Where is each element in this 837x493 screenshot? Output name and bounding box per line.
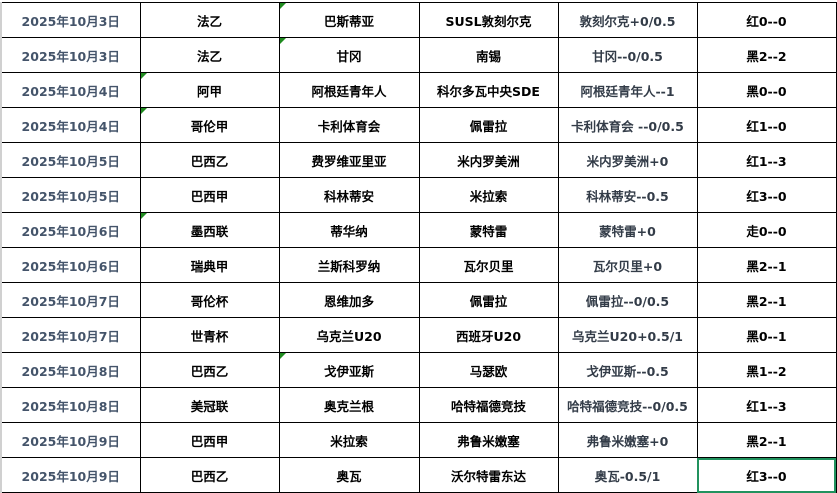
date-cell[interactable]: 2025年10月7日 [0, 317, 141, 353]
home-team-cell[interactable]: 卡利体育会 [278, 107, 420, 143]
handicap-cell[interactable]: 乌克兰U20+0.5/1 [557, 317, 698, 353]
league-cell[interactable]: 世青杯 [139, 317, 280, 353]
home-team-cell[interactable]: 费罗维亚里亚 [278, 142, 420, 178]
result-cell[interactable]: 黑2--1 [696, 282, 837, 318]
date-cell[interactable]: 2025年10月6日 [0, 247, 141, 283]
handicap-cell[interactable]: 佩雷拉--0/0.5 [557, 282, 698, 318]
table-row: 2025年10月3日 法乙 甘冈 南锡 甘冈--0/0.5 黑2--2 [0, 37, 837, 73]
league-cell[interactable]: 瑞典甲 [139, 247, 280, 283]
table-row: 2025年10月4日 阿甲 阿根廷青年人 科尔多瓦中央SDE 阿根廷青年人--1 黑0--… [0, 72, 837, 108]
away-team-cell[interactable]: 佩雷拉 [418, 107, 559, 143]
away-team-cell[interactable]: 科尔多瓦中央SDE [418, 72, 559, 108]
handicap-cell[interactable]: 科林蒂安--0.5 [557, 177, 698, 213]
date-cell[interactable]: 2025年10月8日 [0, 352, 141, 388]
table-row: 2025年10月3日 法乙 巴斯蒂亚 SUSL敦刻尔克 敦刻尔克+0/0.5 红0--0 [0, 2, 837, 38]
away-team-cell[interactable]: 马瑟欧 [418, 352, 559, 388]
away-team-cell[interactable]: 米内罗美洲 [418, 142, 559, 178]
league-cell[interactable]: 巴西甲 [139, 422, 280, 458]
handicap-cell[interactable]: 奥瓦-0.5/1 [557, 457, 698, 493]
league-cell[interactable]: 哥伦杯 [139, 282, 280, 318]
date-cell[interactable]: 2025年10月9日 [0, 422, 141, 458]
result-cell[interactable]: 红3--0 [696, 177, 837, 213]
date-cell[interactable]: 2025年10月3日 [0, 37, 141, 73]
away-team-cell[interactable]: 佩雷拉 [418, 282, 559, 318]
date-cell[interactable]: 2025年10月7日 [0, 282, 141, 318]
league-cell[interactable]: 巴西乙 [139, 457, 280, 493]
result-cell[interactable]: 走0--0 [696, 212, 837, 248]
table-row: 2025年10月7日 哥伦杯 恩维加多 佩雷拉 佩雷拉--0/0.5 黑2--1 [0, 282, 837, 318]
away-team-cell[interactable]: 蒙特雷 [418, 212, 559, 248]
handicap-cell[interactable]: 戈伊亚斯--0.5 [557, 352, 698, 388]
result-cell[interactable]: 红1--3 [696, 142, 837, 178]
handicap-cell[interactable]: 米内罗美洲+0 [557, 142, 698, 178]
result-cell[interactable]: 红1--3 [696, 387, 837, 423]
handicap-cell[interactable]: 阿根廷青年人--1 [557, 72, 698, 108]
home-team-cell[interactable]: 巴斯蒂亚 [278, 2, 420, 38]
handicap-cell[interactable]: 卡利体育会 --0/0.5 [557, 107, 698, 143]
league-cell[interactable]: 哥伦甲 [139, 107, 280, 143]
result-cell[interactable]: 黑2--1 [696, 247, 837, 283]
handicap-cell[interactable]: 弗鲁米嫩塞+0 [557, 422, 698, 458]
table-row: 2025年10月5日 巴西乙 费罗维亚里亚 米内罗美洲 米内罗美洲+0 红1--3 [0, 142, 837, 178]
away-team-cell[interactable]: 瓦尔贝里 [418, 247, 559, 283]
away-team-cell[interactable]: 米拉索 [418, 177, 559, 213]
away-team-cell[interactable]: 哈特福德竞技 [418, 387, 559, 423]
league-cell[interactable]: 巴西甲 [139, 177, 280, 213]
date-cell[interactable]: 2025年10月4日 [0, 72, 141, 108]
home-team-cell[interactable]: 蒂华纳 [278, 212, 420, 248]
result-cell[interactable]: 黑2--2 [696, 37, 837, 73]
handicap-cell[interactable]: 甘冈--0/0.5 [557, 37, 698, 73]
home-team-cell[interactable]: 米拉索 [278, 422, 420, 458]
handicap-cell[interactable]: 蒙特雷+0 [557, 212, 698, 248]
date-cell[interactable]: 2025年10月5日 [0, 177, 141, 213]
result-cell[interactable]: 黑2--1 [696, 422, 837, 458]
league-cell[interactable]: 巴西乙 [139, 142, 280, 178]
result-cell[interactable]: 红1--0 [696, 107, 837, 143]
table-row: 2025年10月9日 巴西乙 奥瓦 沃尔特雷东达 奥瓦-0.5/1 红3--0 [0, 457, 837, 493]
date-cell[interactable]: 2025年10月8日 [0, 387, 141, 423]
result-cell[interactable]: 黑1--2 [696, 352, 837, 388]
date-cell[interactable]: 2025年10月3日 [0, 2, 141, 38]
away-team-cell[interactable]: 西班牙U20 [418, 317, 559, 353]
table-row: 2025年10月6日 瑞典甲 兰斯科罗纳 瓦尔贝里 瓦尔贝里+0 黑2--1 [0, 247, 837, 283]
result-cell[interactable]: 黑0--1 [696, 317, 837, 353]
league-cell[interactable]: 法乙 [139, 37, 280, 73]
league-cell[interactable]: 巴西乙 [139, 352, 280, 388]
date-cell[interactable]: 2025年10月9日 [0, 457, 141, 493]
result-cell[interactable]: 红3--0 [696, 457, 837, 493]
result-cell[interactable]: 黑0--0 [696, 72, 837, 108]
home-team-cell[interactable]: 乌克兰U20 [278, 317, 420, 353]
date-cell[interactable]: 2025年10月5日 [0, 142, 141, 178]
league-cell[interactable]: 墨西联 [139, 212, 280, 248]
table-row: 2025年10月6日 墨西联 蒂华纳 蒙特雷 蒙特雷+0 走0--0 [0, 212, 837, 248]
home-team-cell[interactable]: 奥瓦 [278, 457, 420, 493]
home-team-cell[interactable]: 恩维加多 [278, 282, 420, 318]
home-team-cell[interactable]: 科林蒂安 [278, 177, 420, 213]
table-row: 2025年10月4日 哥伦甲 卡利体育会 佩雷拉 卡利体育会 --0/0.5 红1--0 [0, 107, 837, 143]
away-team-cell[interactable]: SUSL敦刻尔克 [418, 2, 559, 38]
away-team-cell[interactable]: 沃尔特雷东达 [418, 457, 559, 493]
away-team-cell[interactable]: 南锡 [418, 37, 559, 73]
date-cell[interactable]: 2025年10月4日 [0, 107, 141, 143]
handicap-cell[interactable]: 瓦尔贝里+0 [557, 247, 698, 283]
home-team-cell[interactable]: 阿根廷青年人 [278, 72, 420, 108]
table-row: 2025年10月5日 巴西甲 科林蒂安 米拉索 科林蒂安--0.5 红3--0 [0, 177, 837, 213]
handicap-cell[interactable]: 敦刻尔克+0/0.5 [557, 2, 698, 38]
handicap-cell[interactable]: 哈特福德竞技--0/0.5 [557, 387, 698, 423]
league-cell[interactable]: 美冠联 [139, 387, 280, 423]
home-team-cell[interactable]: 奥克兰根 [278, 387, 420, 423]
home-team-cell[interactable]: 甘冈 [278, 37, 420, 73]
home-team-cell[interactable]: 兰斯科罗纳 [278, 247, 420, 283]
home-team-cell[interactable]: 戈伊亚斯 [278, 352, 420, 388]
date-cell[interactable]: 2025年10月6日 [0, 212, 141, 248]
away-team-cell[interactable]: 弗鲁米嫩塞 [418, 422, 559, 458]
league-cell[interactable]: 阿甲 [139, 72, 280, 108]
table-row: 2025年10月7日 世青杯 乌克兰U20 西班牙U20 乌克兰U20+0.5/1 黑0-… [0, 317, 837, 353]
table-row: 2025年10月8日 美冠联 奥克兰根 哈特福德竞技 哈特福德竞技--0/0.5 红1--… [0, 387, 837, 423]
table-row: 2025年10月9日 巴西甲 米拉索 弗鲁米嫩塞 弗鲁米嫩塞+0 黑2--1 [0, 422, 837, 458]
league-cell[interactable]: 法乙 [139, 2, 280, 38]
result-cell[interactable]: 红0--0 [696, 2, 837, 38]
table-row: 2025年10月8日 巴西乙 戈伊亚斯 马瑟欧 戈伊亚斯--0.5 黑1--2 [0, 352, 837, 388]
